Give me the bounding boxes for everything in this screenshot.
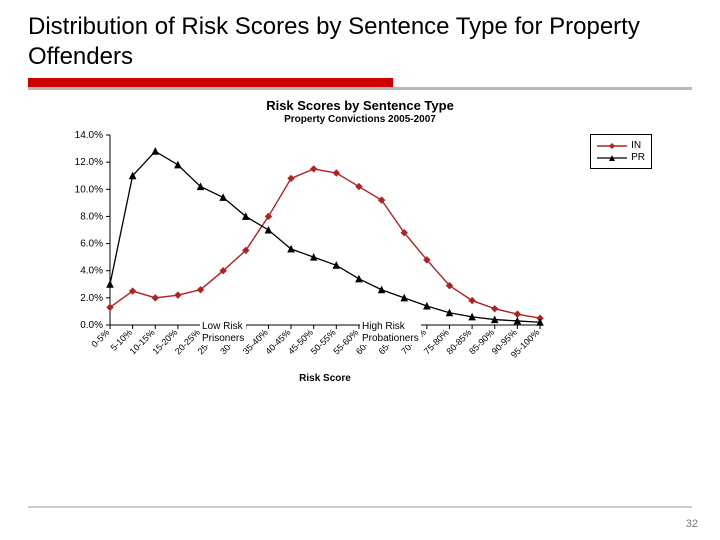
risk-score-chart: 0.0%2.0%4.0%6.0%8.0%10.0%12.0%14.0%0-5%5… bbox=[50, 125, 650, 385]
legend: IN PR bbox=[590, 134, 652, 169]
svg-text:0.0%: 0.0% bbox=[80, 320, 103, 331]
legend-label-pr: PR bbox=[631, 152, 645, 163]
annotation-low-risk-prisoners: Low Risk Prisoners bbox=[200, 320, 246, 345]
rule-red bbox=[28, 78, 393, 87]
svg-text:4.0%: 4.0% bbox=[80, 266, 103, 277]
annotation-high-risk-probationers: High Risk Probationers bbox=[360, 320, 421, 345]
svg-text:Risk Score: Risk Score bbox=[299, 373, 351, 384]
svg-text:14.0%: 14.0% bbox=[75, 130, 103, 141]
legend-entry-pr: PR bbox=[597, 152, 645, 163]
svg-text:8.0%: 8.0% bbox=[80, 211, 103, 222]
svg-text:10.0%: 10.0% bbox=[75, 184, 103, 195]
svg-text:2.0%: 2.0% bbox=[80, 293, 103, 304]
chart-subtitle: Property Convictions 2005-2007 bbox=[50, 114, 670, 125]
chart-container: Risk Scores by Sentence Type Property Co… bbox=[50, 98, 670, 385]
chart-title: Risk Scores by Sentence Type bbox=[50, 98, 670, 113]
slide-title: Distribution of Risk Scores by Sentence … bbox=[0, 0, 720, 78]
title-underline bbox=[28, 78, 692, 92]
page-number: 32 bbox=[686, 518, 698, 530]
legend-label-in: IN bbox=[631, 140, 641, 151]
bottom-rule bbox=[28, 506, 692, 508]
rule-gray bbox=[28, 87, 692, 90]
svg-text:6.0%: 6.0% bbox=[80, 239, 103, 250]
legend-entry-in: IN bbox=[597, 140, 645, 151]
svg-text:12.0%: 12.0% bbox=[75, 157, 103, 168]
